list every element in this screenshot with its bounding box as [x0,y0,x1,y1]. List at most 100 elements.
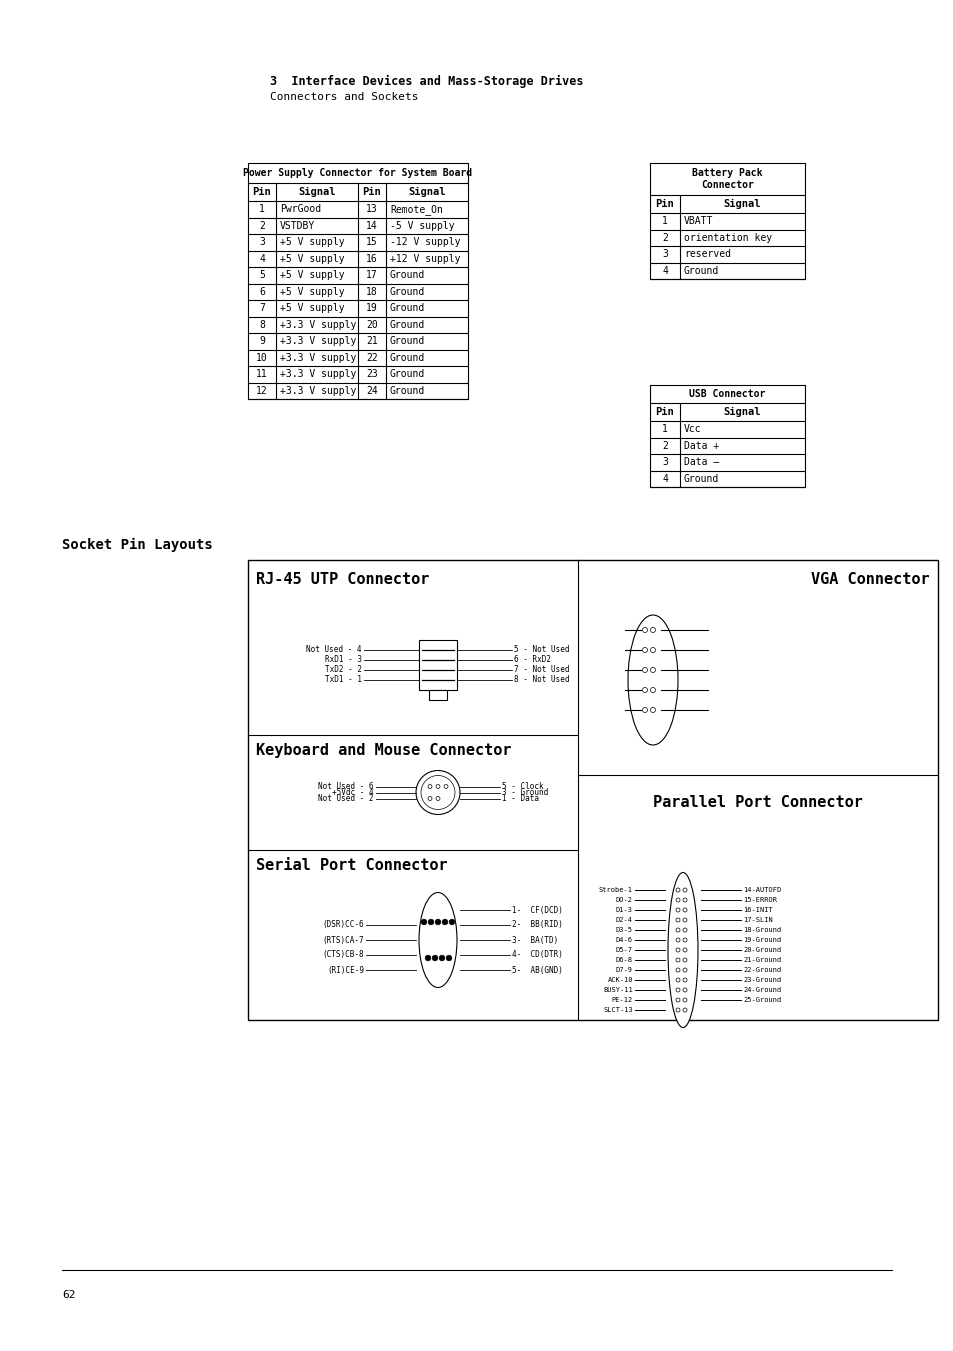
Circle shape [449,919,455,925]
Bar [649,385,804,486]
Text: +5 V supply: +5 V supply [280,270,344,280]
Circle shape [650,627,655,632]
Text: Not Used - 2: Not Used - 2 [318,794,374,802]
Text: 1-  CF(DCD): 1- CF(DCD) [512,905,562,915]
Text: Signal: Signal [723,407,760,417]
Text: RJ-45 UTP Connector: RJ-45 UTP Connector [255,571,429,586]
Circle shape [676,938,679,942]
Circle shape [428,919,434,925]
Text: Ground: Ground [390,270,425,280]
Text: SLCT-13: SLCT-13 [602,1006,633,1013]
Text: VBATT: VBATT [683,216,713,226]
Text: PE-12: PE-12 [611,997,633,1002]
Text: Not Used - 4: Not Used - 4 [306,646,361,654]
Circle shape [676,928,679,932]
Circle shape [420,775,455,809]
Circle shape [676,917,679,921]
Text: TxD2 - 2: TxD2 - 2 [325,666,361,674]
Circle shape [641,667,647,673]
Text: 23-Ground: 23-Ground [742,977,781,984]
Ellipse shape [418,893,456,988]
Text: 22-Ground: 22-Ground [742,967,781,973]
Text: ACK-10: ACK-10 [607,977,633,984]
Text: +12 V supply: +12 V supply [390,254,460,263]
Text: 8: 8 [259,320,265,330]
Circle shape [682,958,686,962]
Text: (RTS)CA-7: (RTS)CA-7 [322,935,364,944]
Text: 24-Ground: 24-Ground [742,988,781,993]
Circle shape [650,708,655,712]
Text: 10: 10 [255,353,268,363]
Circle shape [682,888,686,892]
Text: 3 - Ground: 3 - Ground [501,788,548,797]
Text: 24: 24 [366,386,377,396]
Text: RxD1 - 3: RxD1 - 3 [325,655,361,665]
Text: Strobe-1: Strobe-1 [598,888,633,893]
Bar [649,163,804,280]
Circle shape [443,785,448,789]
Text: 20-Ground: 20-Ground [742,947,781,952]
Text: 5 - Clock: 5 - Clock [501,782,543,790]
Text: 3: 3 [661,457,667,467]
Text: Signal: Signal [408,186,445,197]
Text: 1: 1 [259,204,265,215]
Circle shape [432,955,437,961]
Text: 2: 2 [259,220,265,231]
Text: 23: 23 [366,369,377,380]
Text: Pin: Pin [655,199,674,209]
Text: +5 V supply: +5 V supply [280,254,344,263]
Text: +3.3 V supply: +3.3 V supply [280,353,356,363]
Text: +3.3 V supply: +3.3 V supply [280,369,356,380]
Text: 25-Ground: 25-Ground [742,997,781,1002]
Text: BUSY-11: BUSY-11 [602,988,633,993]
Text: VGA Connector: VGA Connector [810,571,929,586]
Circle shape [650,688,655,693]
Text: Socket Pin Layouts: Socket Pin Layouts [62,538,213,553]
Text: USB Connector: USB Connector [689,389,765,399]
Circle shape [676,948,679,952]
Circle shape [428,797,432,801]
Text: +5 V supply: +5 V supply [280,303,344,313]
Text: 3  Interface Devices and Mass-Storage Drives: 3 Interface Devices and Mass-Storage Dri… [270,76,583,88]
Text: +3.3 V supply: +3.3 V supply [280,336,356,346]
Text: 1: 1 [661,216,667,226]
Circle shape [650,647,655,653]
Text: Parallel Port Connector: Parallel Port Connector [653,794,862,811]
Text: Ground: Ground [683,474,719,484]
Text: Ground: Ground [390,320,425,330]
Text: VSTDBY: VSTDBY [280,220,314,231]
Text: D7-9: D7-9 [616,967,633,973]
Text: Vcc: Vcc [683,424,700,434]
Text: 2-  BB(RID): 2- BB(RID) [512,920,562,929]
Text: D6-8: D6-8 [616,957,633,963]
Text: Ground: Ground [390,386,425,396]
Circle shape [682,917,686,921]
Text: D3-5: D3-5 [616,927,633,934]
Text: Pin: Pin [655,407,674,417]
Circle shape [682,1008,686,1012]
Text: D2-4: D2-4 [616,917,633,923]
Circle shape [682,978,686,982]
Text: D1-3: D1-3 [616,907,633,913]
Text: Data –: Data – [683,457,719,467]
Text: 5: 5 [259,270,265,280]
Text: 4: 4 [259,254,265,263]
Circle shape [641,688,647,693]
Text: Battery Pack
Connector: Battery Pack Connector [692,169,762,189]
Text: 15-ERROR: 15-ERROR [742,897,776,902]
Text: orientation key: orientation key [683,232,771,243]
Text: 3: 3 [661,249,667,259]
Text: 1 - Data: 1 - Data [501,794,538,802]
Text: D5-7: D5-7 [616,947,633,952]
Text: DO-2: DO-2 [616,897,633,902]
Circle shape [676,888,679,892]
Text: TxD1 - 1: TxD1 - 1 [325,676,361,685]
Text: Ground: Ground [390,369,425,380]
Circle shape [676,1008,679,1012]
Circle shape [682,988,686,992]
Circle shape [676,998,679,1002]
Text: 12: 12 [255,386,268,396]
Circle shape [425,955,431,961]
Circle shape [682,928,686,932]
Text: 4: 4 [661,474,667,484]
